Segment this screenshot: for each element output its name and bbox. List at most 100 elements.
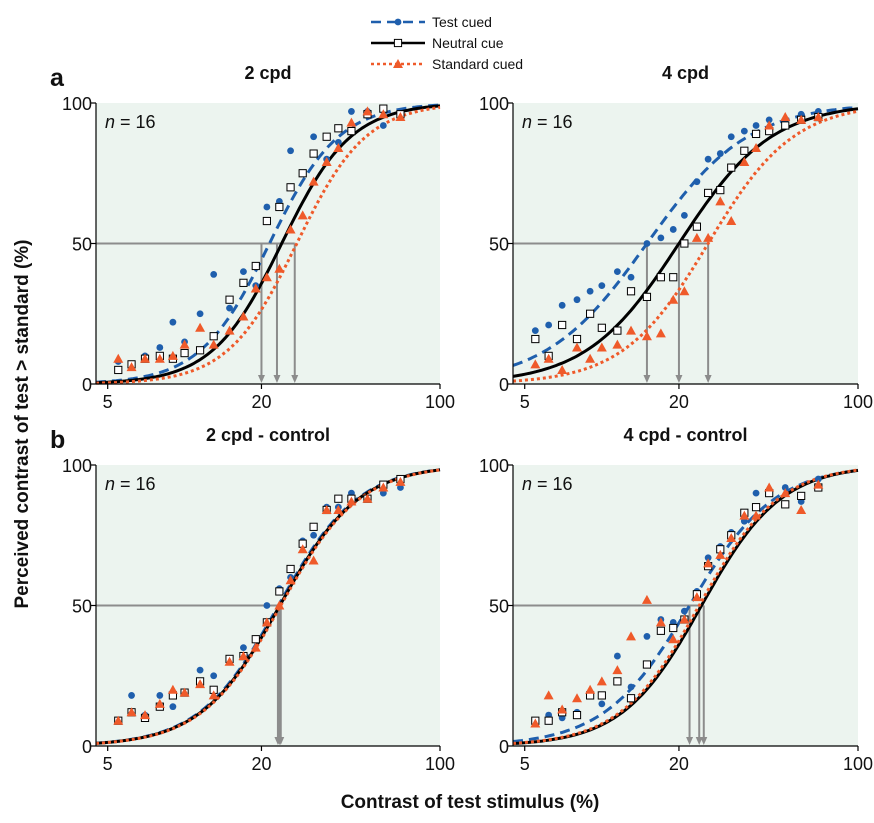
data-point-2-6 — [195, 322, 206, 332]
data-point-2-0 — [113, 353, 124, 363]
panel-title: 4 cpd — [662, 63, 709, 83]
sample-size-annotation: n = 16 — [522, 474, 573, 494]
y-tick-label-2: 100 — [479, 456, 509, 476]
data-point-0-0 — [531, 327, 539, 335]
y-tick-label-0: 0 — [499, 737, 509, 757]
data-point-2-17 — [333, 504, 344, 514]
data-point-1-0 — [531, 334, 540, 344]
data-point-2-10 — [250, 283, 261, 293]
data-point-2-1 — [543, 353, 554, 363]
data-point-0-17 — [752, 122, 760, 129]
x-tick-label-0: 5 — [103, 392, 113, 412]
data-point-1-19 — [781, 121, 790, 130]
annotation-n: n — [105, 112, 115, 132]
data-point-2-15 — [726, 533, 737, 543]
x-tick-label-0: 5 — [103, 754, 113, 774]
data-point-2-14 — [297, 210, 308, 220]
data-point-0-9 — [657, 234, 665, 242]
x-tick-label-1: 20 — [669, 754, 689, 774]
data-point-0-12 — [693, 178, 701, 186]
data-point-0-5 — [598, 282, 606, 290]
x-tick-label-2: 100 — [425, 754, 455, 774]
data-point-2-3 — [572, 693, 583, 703]
data-point-0-6 — [196, 310, 204, 318]
data-point-2-14 — [297, 544, 308, 554]
data-point-2-14 — [715, 196, 726, 206]
data-point-1-15 — [309, 522, 318, 531]
data-point-2-6 — [612, 665, 623, 675]
data-point-2-3 — [572, 342, 583, 352]
x-tick-label-1: 20 — [251, 392, 271, 412]
data-point-0-9 — [240, 644, 247, 652]
data-point-0-13 — [704, 554, 712, 562]
data-point-2-5 — [596, 676, 607, 686]
data-point-0-18 — [348, 108, 355, 115]
data-point-1-17 — [334, 494, 343, 503]
y-tick-label-1: 50 — [489, 597, 509, 617]
data-point-1-12 — [275, 587, 284, 596]
data-point-2-15 — [308, 176, 319, 186]
data-point-1-7 — [626, 287, 636, 296]
annotation-value: = 16 — [532, 112, 573, 132]
data-point-0-4 — [169, 318, 177, 326]
data-point-2-19 — [780, 488, 791, 498]
threshold-arrowhead-2 — [700, 737, 708, 745]
data-point-2-8 — [641, 331, 652, 341]
data-point-2-14 — [715, 549, 726, 559]
threshold-arrowhead-0 — [686, 737, 694, 745]
data-point-1-5 — [597, 691, 606, 700]
data-point-1-4 — [586, 309, 595, 318]
annotation-n: n — [522, 474, 532, 494]
legend-label-2: Standard cued — [432, 56, 523, 72]
data-point-2-21 — [395, 112, 406, 122]
data-point-1-10 — [669, 623, 678, 633]
data-point-1-0 — [114, 365, 123, 375]
data-point-0-4 — [586, 287, 594, 295]
data-point-1-2 — [558, 320, 567, 330]
data-point-0-10 — [669, 226, 677, 233]
data-point-2-6 — [195, 679, 206, 689]
data-point-2-2 — [140, 710, 151, 720]
data-point-0-7 — [627, 683, 635, 691]
data-point-2-21 — [813, 112, 824, 122]
data-point-2-1 — [126, 707, 137, 717]
data-point-0-5 — [598, 700, 606, 708]
data-point-2-2 — [557, 704, 568, 714]
data-point-1-12 — [692, 222, 701, 231]
data-point-2-7 — [626, 325, 637, 335]
data-point-0-2 — [558, 301, 566, 309]
data-point-2-12 — [274, 263, 285, 273]
data-point-2-20 — [796, 114, 807, 124]
data-point-1-15 — [727, 163, 736, 172]
data-point-2-20 — [378, 109, 389, 119]
data-point-1-14 — [716, 186, 725, 195]
panel-4cpd: 4 cpd n = 16 0 50 100 5 20 100 — [479, 63, 873, 412]
y-tick-label-2: 100 — [62, 94, 92, 114]
data-point-0-11 — [680, 607, 688, 615]
data-point-2-2 — [140, 353, 151, 363]
data-point-1-5 — [180, 348, 189, 358]
data-point-2-13 — [285, 224, 296, 234]
x-tick-label-2: 100 — [425, 392, 455, 412]
data-point-0-13 — [287, 147, 294, 155]
data-point-1-3 — [572, 710, 582, 720]
annotation-value: = 16 — [532, 474, 573, 494]
data-point-1-20 — [797, 491, 806, 501]
y-tick-label-0: 0 — [82, 375, 92, 395]
data-point-2-11 — [261, 272, 272, 282]
data-point-2-16 — [739, 510, 750, 520]
x-tick-label-2: 100 — [843, 754, 873, 774]
data-point-0-15 — [310, 531, 318, 539]
data-point-2-17 — [333, 142, 344, 152]
threshold-arrowhead-2 — [277, 737, 285, 745]
x-tick-label-0: 5 — [520, 392, 530, 412]
data-point-2-9 — [655, 328, 666, 338]
data-point-0-8 — [643, 633, 651, 640]
row-label-b: b — [50, 426, 65, 454]
shared-y-axis-label: Perceived contrast of test > standard (%… — [12, 239, 33, 608]
data-point-0-21 — [814, 475, 822, 483]
data-point-2-18 — [346, 117, 357, 127]
data-point-2-19 — [362, 106, 373, 116]
data-point-2-21 — [813, 479, 824, 489]
